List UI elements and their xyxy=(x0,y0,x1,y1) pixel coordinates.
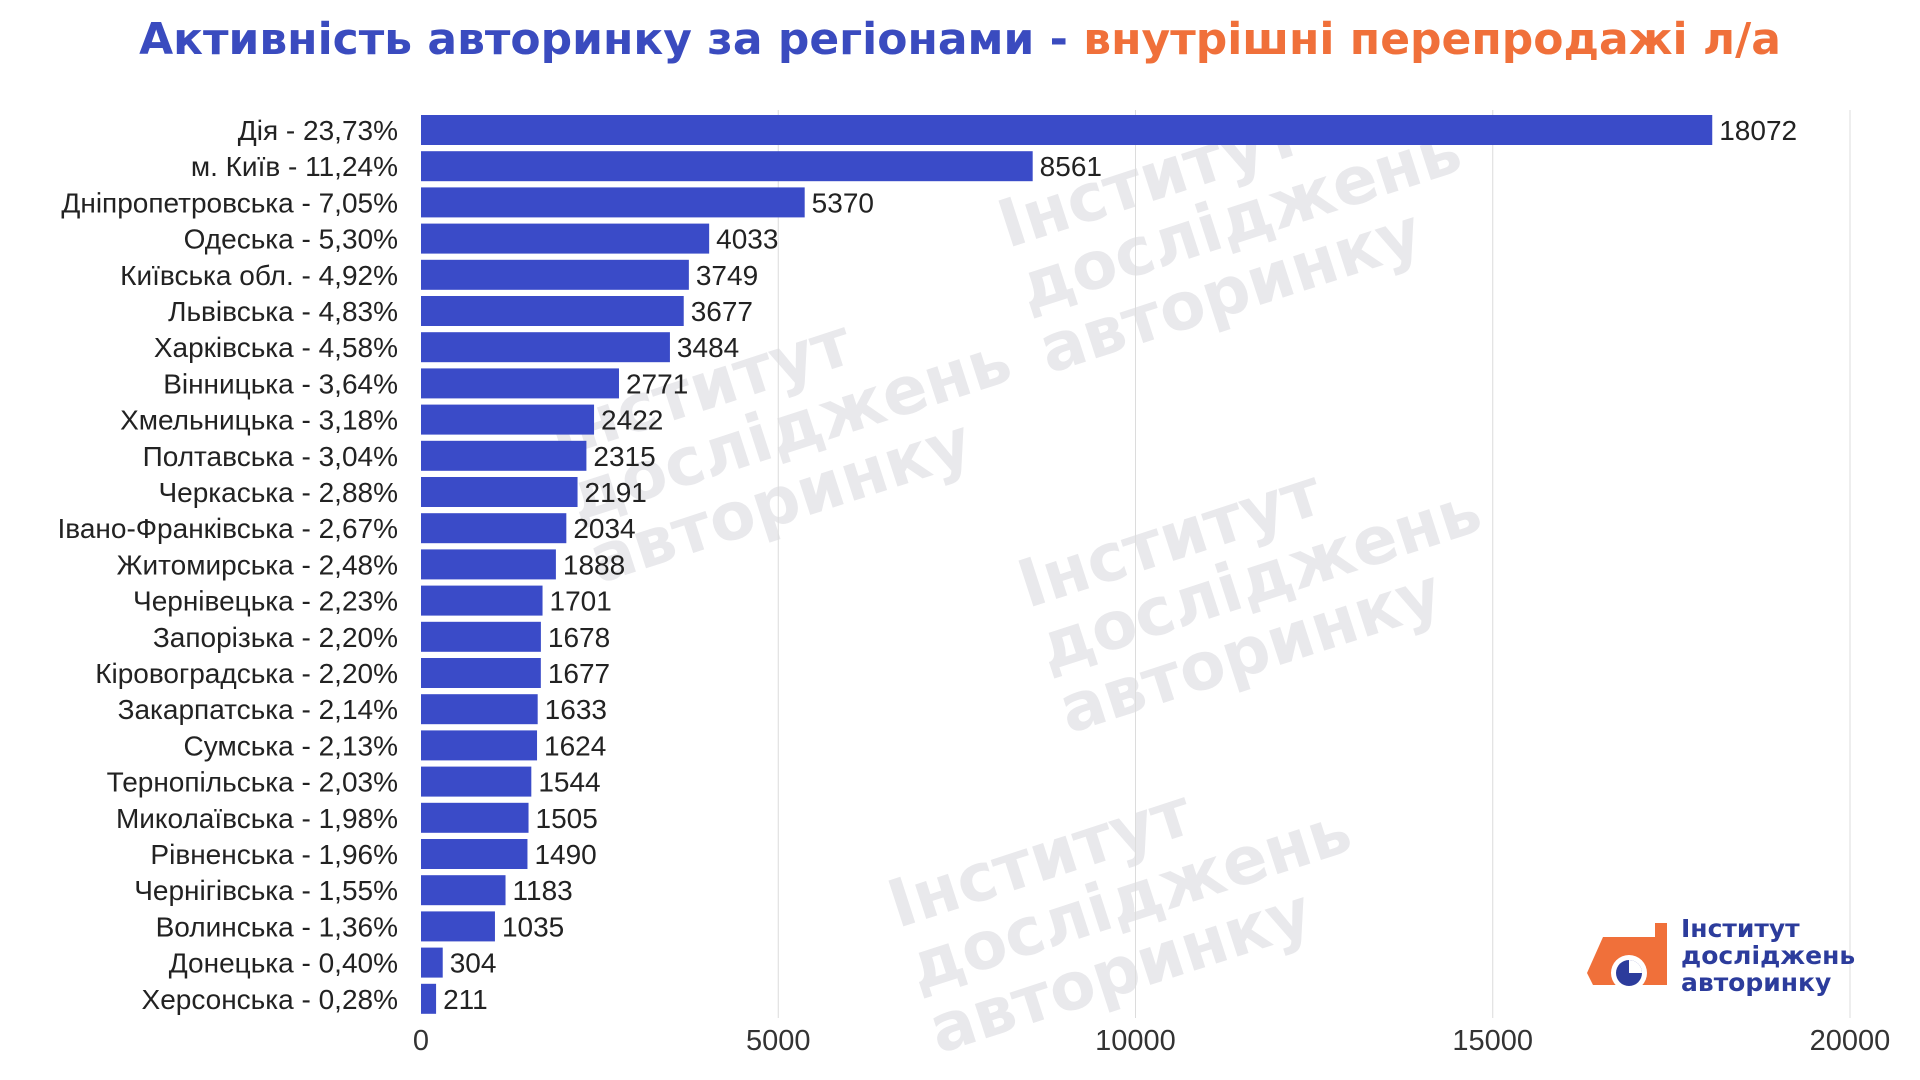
category-label: м. Київ - 11,24% xyxy=(191,151,398,182)
data-label: 18072 xyxy=(1719,115,1797,146)
category-label: Черкаська - 2,88% xyxy=(158,477,398,508)
data-label: 1035 xyxy=(502,911,564,942)
data-label: 1633 xyxy=(545,694,607,725)
category-label: Житомирська - 2,48% xyxy=(117,549,398,580)
data-label: 1183 xyxy=(513,875,573,906)
category-label: Сумська - 2,13% xyxy=(184,730,398,761)
category-label: Чернігівська - 1,55% xyxy=(134,875,398,906)
bar xyxy=(421,223,710,254)
logo-line-3: авторинку xyxy=(1681,968,1832,997)
bar xyxy=(421,151,1033,182)
data-label: 2191 xyxy=(585,477,647,508)
category-label: Полтавська - 3,04% xyxy=(143,441,398,472)
data-label: 3749 xyxy=(696,260,758,291)
category-labels: Дія - 23,73% м. Київ - 11,24% Дніпропетров… xyxy=(58,115,399,1015)
category-label: Миколаївська - 1,98% xyxy=(116,803,398,834)
category-label: Дніпропетровська - 7,05% xyxy=(61,187,398,218)
bar xyxy=(421,549,556,580)
bar xyxy=(421,513,567,544)
gridlines xyxy=(777,110,1851,1018)
data-label: 3484 xyxy=(677,332,739,363)
category-label: Рівненська - 1,96% xyxy=(150,839,398,870)
x-tick-label: 5000 xyxy=(746,1025,811,1057)
data-label: 4033 xyxy=(716,224,778,255)
category-label: Тернопільська - 2,03% xyxy=(107,767,398,798)
data-label: 2034 xyxy=(573,513,635,544)
logo-clock-wedge xyxy=(1629,960,1642,973)
logo-mark-icon xyxy=(1587,923,1667,991)
category-label: Хмельницька - 3,18% xyxy=(120,405,398,436)
bar xyxy=(421,694,538,725)
bar xyxy=(421,947,443,978)
bar xyxy=(421,477,578,507)
x-axis-ticks: 0 5000 10000 15000 20000 xyxy=(413,1025,1890,1057)
data-label: 1505 xyxy=(536,803,598,834)
data-label: 8561 xyxy=(1040,151,1102,182)
data-label: 2422 xyxy=(601,405,663,436)
x-tick-label: 20000 xyxy=(1810,1025,1891,1057)
bar xyxy=(421,115,1713,145)
data-label: 1544 xyxy=(538,767,600,798)
title-accent: внутрішні перепродажі л/а xyxy=(1083,14,1781,65)
category-label: Вінницька - 3,64% xyxy=(163,368,398,399)
bar xyxy=(421,875,506,906)
bar xyxy=(421,296,684,326)
bar xyxy=(421,440,587,471)
bar xyxy=(421,983,437,1014)
logo-text: Інститут досліджень авторинку xyxy=(1681,915,1855,996)
category-label: Волинська - 1,36% xyxy=(156,911,398,942)
x-tick-label: 0 xyxy=(413,1025,429,1057)
category-label: Кіровоградська - 2,20% xyxy=(95,658,398,689)
x-tick-label: 10000 xyxy=(1095,1025,1176,1057)
data-label: 2771 xyxy=(626,368,688,399)
data-label: 5370 xyxy=(812,187,874,218)
category-label: Дія - 23,73% xyxy=(238,115,398,146)
chart-title: Активність авторинку за регіонами - внут… xyxy=(0,14,1920,65)
bar xyxy=(421,911,495,942)
title-main: Активність авторинку за регіонами xyxy=(139,14,1035,65)
bar xyxy=(421,658,541,688)
bar xyxy=(421,187,805,218)
logo-orange-shape xyxy=(1587,923,1667,985)
logo-line-1: Інститут xyxy=(1681,914,1800,943)
data-label: 211 xyxy=(443,984,488,1015)
bars xyxy=(421,115,1713,1014)
bar xyxy=(421,332,670,363)
data-label: 1490 xyxy=(534,839,596,870)
data-label: 1888 xyxy=(563,549,625,580)
category-label: Івано-Франківська - 2,67% xyxy=(58,513,399,544)
category-label: Донецька - 0,40% xyxy=(169,948,398,979)
category-label: Закарпатська - 2,14% xyxy=(118,694,398,725)
institute-logo: Інститут досліджень авторинку xyxy=(1585,915,1885,1005)
bar xyxy=(421,802,529,833)
category-label: Київська обл. - 4,92% xyxy=(120,260,398,291)
data-label: 1677 xyxy=(548,658,610,689)
bar xyxy=(421,368,619,399)
data-label: 304 xyxy=(450,948,497,979)
data-label: 1678 xyxy=(548,622,610,653)
category-label: Львівська - 4,83% xyxy=(168,296,398,327)
bar xyxy=(421,839,528,869)
x-tick-label: 15000 xyxy=(1452,1025,1533,1057)
data-label: 3677 xyxy=(691,296,753,327)
bar xyxy=(421,585,543,616)
bar xyxy=(421,259,689,290)
value-labels: 18072 8561 5370 4033 3749 3677 3484 2771 2422 231… xyxy=(443,115,1797,1015)
bar xyxy=(421,730,538,761)
bar xyxy=(421,621,541,652)
title-separator: - xyxy=(1034,14,1084,65)
category-label: Одеська - 5,30% xyxy=(184,224,398,255)
category-label: Херсонська - 0,28% xyxy=(142,984,398,1015)
data-label: 1701 xyxy=(550,586,612,617)
category-label: Запорізька - 2,20% xyxy=(153,622,398,653)
bar xyxy=(421,404,595,435)
data-label: 1624 xyxy=(544,730,606,761)
data-label: 2315 xyxy=(593,441,655,472)
category-label: Чернівецька - 2,23% xyxy=(133,586,398,617)
bar xyxy=(421,766,532,797)
logo-line-2: досліджень xyxy=(1681,941,1856,970)
category-label: Харківська - 4,58% xyxy=(154,332,398,363)
